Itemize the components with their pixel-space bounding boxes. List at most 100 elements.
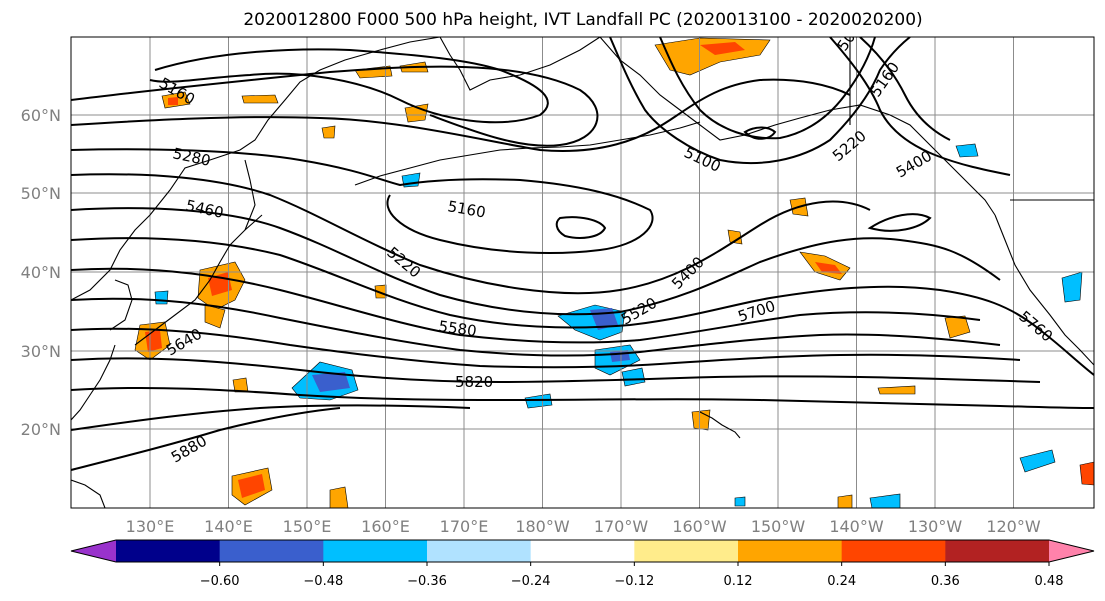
longitude-label: 150°E <box>283 517 332 536</box>
ivt-shading <box>134 37 1094 508</box>
ivt-negative-patch <box>524 393 553 409</box>
contour-label: 5220 <box>829 127 870 165</box>
longitude-labels: 130°E 140°E 150°E 160°E 170°E 180°W 170°W 160°W… <box>126 517 1041 536</box>
longitude-label: 160°E <box>361 517 410 536</box>
colorbar-outline <box>70 539 1095 563</box>
coastline-namerica <box>994 214 1094 366</box>
colorbar-tick-label: −0.12 <box>614 574 654 589</box>
coastline-newguinea <box>71 479 106 508</box>
colorbar-tick-label: 0.12 <box>724 574 753 589</box>
coastline-alaska <box>599 37 996 216</box>
colorbar-segment <box>841 540 946 562</box>
height-contour <box>555 216 607 239</box>
ivt-positive-patch <box>877 385 916 395</box>
colorbar <box>70 539 1095 563</box>
longitude-label: 140°W <box>829 517 884 536</box>
contour-label: 5160 <box>867 59 904 101</box>
colorbar-tick-label: −0.60 <box>200 574 240 589</box>
longitude-label: 150°W <box>751 517 806 536</box>
ivt-positive-patch <box>815 262 842 274</box>
coastline-kamchatka <box>244 159 256 231</box>
colorbar-segment <box>116 540 221 562</box>
contour-label: 5820 <box>455 373 493 391</box>
ivt-positive-patch <box>241 94 279 104</box>
height-contour <box>71 148 654 254</box>
height-contour <box>71 267 981 344</box>
colorbar-tick-label: −0.36 <box>407 574 447 589</box>
longitude-label: 130°W <box>908 517 963 536</box>
ivt-negative-patch <box>154 290 169 305</box>
height-contour <box>829 37 1011 176</box>
height-contour <box>71 407 341 471</box>
colorbar-tick-label: −0.24 <box>511 574 551 589</box>
colorbar-tick-labels: −0.60 −0.48 −0.36 −0.24 −0.12 0.12 0.24 0.36 0.4… <box>200 562 1064 589</box>
colorbar-tick-label: 0.24 <box>827 574 856 589</box>
ivt-positive-patch <box>654 37 771 76</box>
latitude-label: 40°N <box>21 263 61 282</box>
coastline-china <box>71 344 116 421</box>
longitude-label: 120°W <box>986 517 1041 536</box>
ivt-negative-patch <box>621 367 646 387</box>
ivt-positive-patch <box>168 97 178 105</box>
coastline-korea <box>109 279 133 331</box>
colorbar-extend-low <box>71 540 116 562</box>
colorbar-segment <box>738 540 843 562</box>
contour-label: 5100 <box>681 143 723 175</box>
ivt-negative-patch <box>1019 449 1056 473</box>
longitude-label: 140°E <box>204 517 253 536</box>
height-contour <box>71 404 471 431</box>
height-contour <box>149 48 549 124</box>
contour-label: 5580 <box>437 317 477 340</box>
ivt-negative-patch <box>1061 271 1083 303</box>
latitude-label: 20°N <box>21 420 61 439</box>
ivt-positive-patch <box>204 304 226 329</box>
contour-label: 5880 <box>168 432 210 467</box>
longitude-label: 160°W <box>672 517 727 536</box>
coastline-hawaii <box>699 411 741 439</box>
graticule <box>71 37 1094 508</box>
longitude-label: 170°W <box>594 517 649 536</box>
longitude-label: 170°E <box>440 517 489 536</box>
figure-title: 2020012800 F000 500 hPa height, IVT Land… <box>243 10 922 30</box>
ivt-positive-patch <box>145 330 162 352</box>
contour-label: 50 <box>834 28 860 54</box>
height-contour <box>71 78 851 152</box>
contour-label: 5160 <box>446 197 487 221</box>
colorbar-tick-label: 0.36 <box>931 574 960 589</box>
height-contour <box>71 207 1001 316</box>
latitude-labels: 20°N 30°N 40°N 50°N 60°N <box>21 106 61 439</box>
colorbar-tick-label: 0.48 <box>1035 574 1064 589</box>
latitude-label: 50°N <box>21 184 61 203</box>
map-frame <box>70 36 1095 509</box>
contour-label: 5280 <box>171 144 212 170</box>
colorbar-segment <box>634 540 739 562</box>
height-contour <box>71 173 871 295</box>
ivt-negative-patch <box>734 496 746 507</box>
colorbar-segment <box>945 540 1050 562</box>
map-panel: 5160 5280 5460 5640 5880 5160 5220 5580 … <box>71 28 1094 508</box>
height-contour <box>71 386 1094 409</box>
ivt-positive-patch <box>700 42 745 55</box>
height-contour <box>71 297 1001 357</box>
contour-label: 5760 <box>1015 307 1056 345</box>
height-contour <box>859 37 951 141</box>
colorbar-tick-label: −0.48 <box>303 574 343 589</box>
height-contours <box>71 37 1094 471</box>
colorbar-segment <box>530 540 635 562</box>
contour-label: 5460 <box>184 196 225 222</box>
contour-labels: 5160 5280 5460 5640 5880 5160 5220 5580 … <box>156 28 1056 467</box>
height-contour <box>659 37 876 140</box>
coastline-asia <box>71 37 441 301</box>
colorbar-segment <box>323 540 428 562</box>
colorbar-segment <box>219 540 324 562</box>
height-contour <box>743 126 777 140</box>
ivt-negative-patch <box>610 350 630 362</box>
contour-label: 5400 <box>893 147 935 182</box>
height-contour <box>71 357 1041 384</box>
ivt-positive-patch <box>321 125 336 139</box>
height-contour <box>71 65 599 147</box>
ivt-positive-patch <box>238 474 265 498</box>
ivt-negative-patch <box>312 372 350 392</box>
height-contour <box>609 37 911 165</box>
